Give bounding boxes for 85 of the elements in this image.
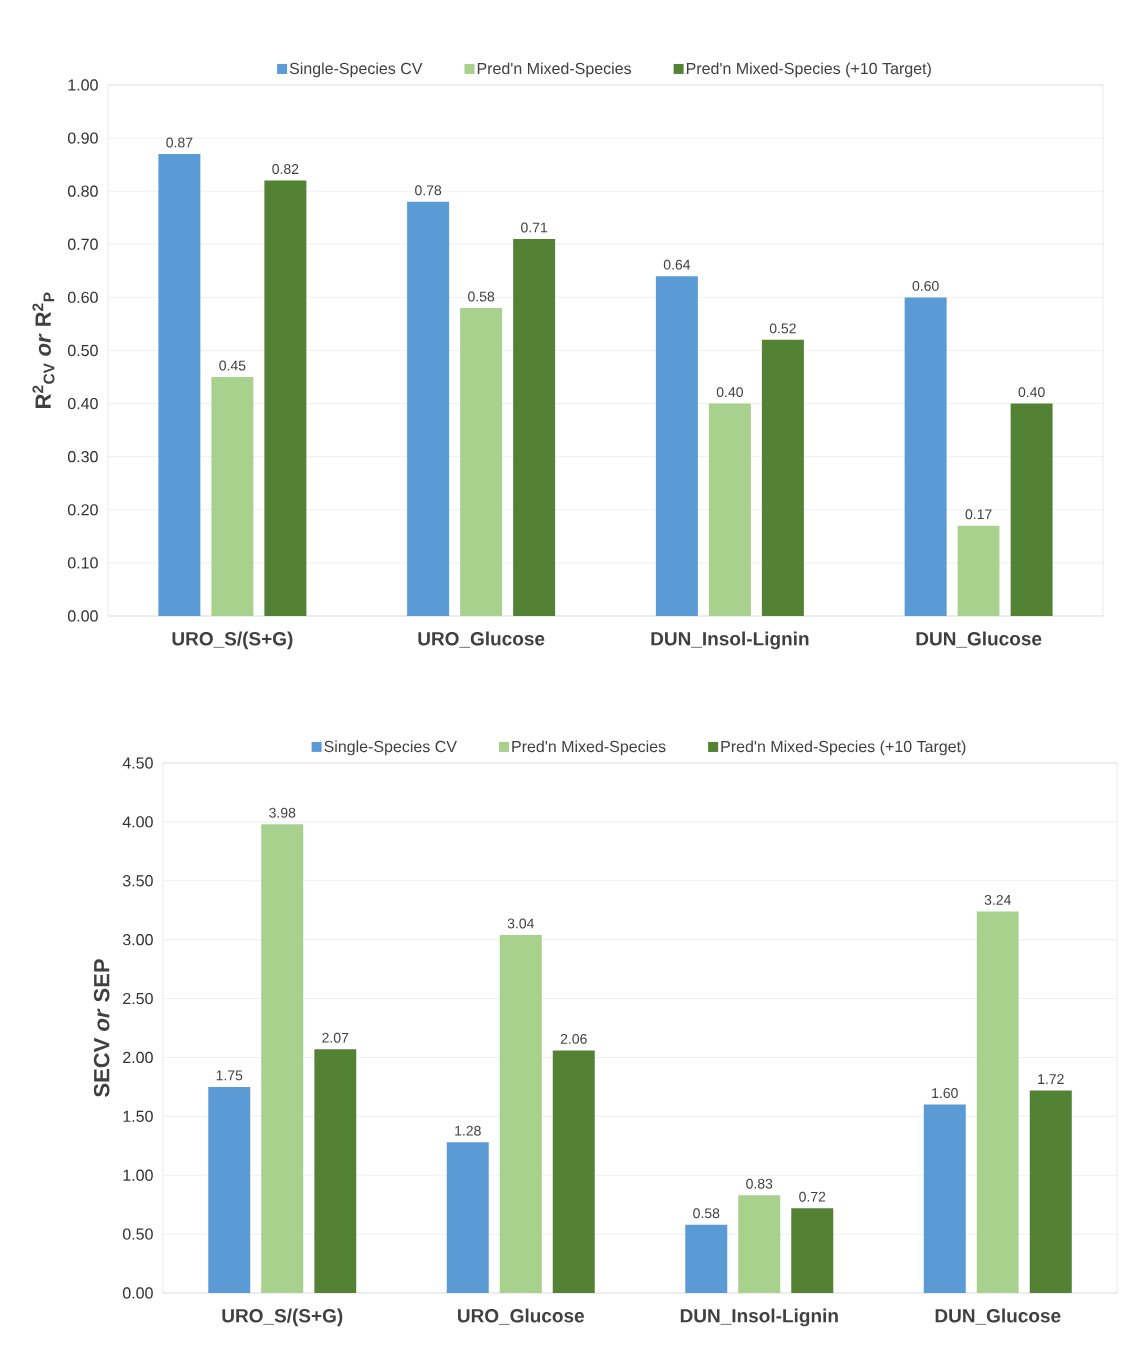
- y-tick-label: 1.00: [123, 1169, 153, 1181]
- data-label: 1.72: [1038, 1074, 1064, 1084]
- bar: [407, 201, 450, 616]
- bar: [208, 1086, 251, 1293]
- bar: [446, 1142, 489, 1293]
- bar: [1010, 403, 1053, 616]
- x-tick-label: DUN_Glucose: [916, 631, 1042, 648]
- bar: [791, 1208, 834, 1293]
- y-tick-label: 0.20: [67, 504, 98, 516]
- y-tick-label: 0.10: [67, 557, 98, 569]
- bar: [552, 1050, 595, 1293]
- bar: [1029, 1090, 1072, 1293]
- data-label: 0.72: [799, 1191, 826, 1202]
- data-label: 0.78: [415, 185, 442, 196]
- y-tick-label: 0.40: [67, 397, 98, 410]
- data-label: 3.04: [507, 918, 534, 929]
- bar: [314, 1049, 357, 1293]
- bar: [708, 403, 751, 616]
- bar: [499, 934, 542, 1293]
- x-tick-label: URO_Glucose: [418, 631, 545, 648]
- legend-label: Single-Species CV: [289, 62, 423, 78]
- data-label: 3.98: [269, 807, 296, 818]
- y-tick-label: 0.00: [122, 1287, 153, 1299]
- data-label: 0.40: [716, 387, 743, 398]
- bar: [655, 276, 698, 616]
- bar: [957, 525, 1000, 616]
- data-label: 0.60: [912, 280, 939, 291]
- bar: [685, 1224, 728, 1293]
- bar: [904, 297, 947, 616]
- x-tick-label: DUN_Insol-Lignin: [651, 631, 809, 650]
- legend-label: Pred'n Mixed-Species (+10 Target): [686, 62, 931, 78]
- x-tick-label: URO_S/(S+G): [172, 631, 293, 650]
- y-tick-label: 0.60: [67, 291, 98, 304]
- bar: [158, 154, 201, 616]
- bar: [460, 308, 503, 616]
- data-label: 1.28: [455, 1125, 481, 1136]
- data-label: 3.24: [984, 894, 1011, 905]
- data-label: 0.58: [693, 1208, 720, 1219]
- data-label: 2.06: [560, 1033, 587, 1044]
- bar: [261, 824, 304, 1293]
- x-tick-label: DUN_Glucose: [935, 1308, 1061, 1325]
- data-label: 0.40: [1018, 387, 1045, 398]
- y-tick-label: 4.50: [122, 757, 153, 769]
- data-label: 0.82: [272, 164, 299, 175]
- data-label: 0.83: [746, 1178, 773, 1189]
- bar: [211, 377, 254, 616]
- y-tick-label: 1.50: [123, 1110, 153, 1122]
- data-label: 0.71: [521, 222, 548, 233]
- y-tick-label: 0.80: [67, 185, 98, 197]
- y-tick-label: 0.30: [67, 451, 98, 463]
- bar: [738, 1195, 781, 1293]
- data-label: 0.58: [468, 291, 495, 302]
- bar: [761, 339, 804, 616]
- y-tick-label: 0.50: [67, 344, 98, 357]
- legend-label: Pred'n Mixed-Species: [477, 62, 631, 78]
- data-label: 1.75: [216, 1070, 243, 1081]
- y-tick-label: 0.70: [67, 238, 98, 250]
- y-tick-label: 0.50: [122, 1228, 153, 1240]
- legend-label: Pred'n Mixed-Species: [512, 740, 666, 756]
- data-label: 0.17: [965, 509, 992, 520]
- y-tick-label: 3.50: [122, 875, 153, 887]
- y-tick-label: 4.00: [122, 816, 153, 828]
- data-label: 0.45: [219, 360, 246, 371]
- bar: [264, 180, 307, 616]
- y-tick-label: 2.50: [123, 992, 153, 1005]
- y-axis-title: SECV or SEP: [93, 959, 110, 1097]
- bar: [976, 911, 1019, 1293]
- y-tick-label: 3.00: [122, 934, 153, 946]
- y-tick-label: 2.00: [123, 1051, 153, 1064]
- bar: [923, 1104, 966, 1293]
- data-label: 2.07: [322, 1032, 349, 1043]
- data-label: 0.64: [663, 259, 691, 270]
- y-axis-title: R$^{2}$$_{CV}$ or R$^{2}$P: [32, 292, 55, 408]
- data-label: 0.87: [166, 137, 193, 148]
- y-tick-label: 1.00: [68, 79, 98, 91]
- legend-label: Pred'n Mixed-Species (+10 Target): [721, 740, 966, 756]
- y-tick-label: 0.00: [67, 610, 98, 622]
- bar: [513, 238, 556, 616]
- data-label: 1.60: [932, 1088, 958, 1099]
- legend-label: Single-Species CV: [324, 740, 457, 756]
- data-label: 0.52: [769, 323, 796, 334]
- y-tick-label: 0.90: [67, 132, 98, 144]
- x-tick-label: URO_Glucose: [458, 1308, 584, 1325]
- x-tick-label: DUN_Insol-Lignin: [680, 1308, 838, 1327]
- x-tick-label: URO_S/(S+G): [222, 1308, 343, 1327]
